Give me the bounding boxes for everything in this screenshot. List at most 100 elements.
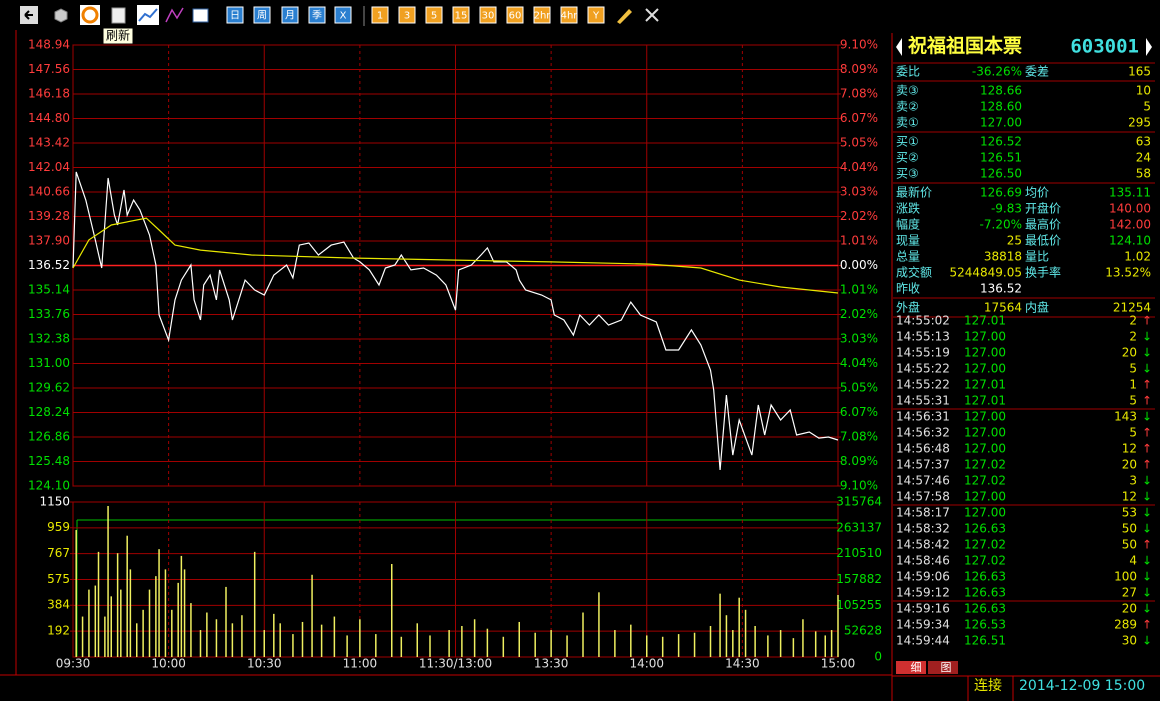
toolbar-button[interactable] xyxy=(398,6,416,24)
trade-price: 127.00 xyxy=(964,442,1006,456)
toolbar-label: 月 xyxy=(285,10,295,22)
y2-tick-label: 1.01% xyxy=(840,282,878,296)
toolbar-label: 2hr xyxy=(534,11,552,22)
trade-direction: ↓ xyxy=(1142,490,1152,504)
tools-icon[interactable] xyxy=(645,8,659,22)
quote-value: 126.50 xyxy=(980,167,1022,181)
trade-volume: 30 xyxy=(1122,634,1137,648)
trade-volume: 27 xyxy=(1122,586,1137,600)
y-tick-label: 767 xyxy=(47,546,70,560)
table-icon[interactable] xyxy=(192,8,209,23)
toolbar-label: 3 xyxy=(404,11,410,22)
quote-label: 开盘价 xyxy=(1025,201,1061,216)
toolbar-button[interactable] xyxy=(334,6,352,24)
tab[interactable] xyxy=(896,661,926,674)
trade-direction: ↓ xyxy=(1142,602,1152,616)
trade-volume: 20 xyxy=(1122,346,1137,360)
quote-value: 135.11 xyxy=(1109,186,1151,200)
pencil-icon[interactable] xyxy=(617,9,632,24)
quote-volume: 24 xyxy=(1136,151,1151,165)
toolbar-button[interactable] xyxy=(533,6,551,24)
next-arrow[interactable] xyxy=(1146,38,1152,56)
quote-value: 13.52% xyxy=(1105,266,1151,280)
y2-tick-label: 8.09% xyxy=(840,454,878,468)
y2-tick-label: 0.00% xyxy=(840,258,878,272)
tooltip: 刷新 xyxy=(106,28,130,43)
y-tick-label: 147.56 xyxy=(28,62,70,76)
toolbar-button[interactable] xyxy=(371,6,389,24)
trade-volume: 5 xyxy=(1129,362,1137,376)
quote-label: 最新价 xyxy=(896,185,932,200)
prev-arrow[interactable] xyxy=(896,38,902,56)
y-tick-label: 140.66 xyxy=(28,185,70,199)
quote-value: 17564 xyxy=(984,301,1022,315)
y-tick-label: 384 xyxy=(47,598,70,612)
y-tick-label: 144.80 xyxy=(28,111,70,125)
y2-tick-label: 6.07% xyxy=(840,111,878,125)
trade-direction: ↑ xyxy=(1142,314,1152,328)
y-tick-label: 137.90 xyxy=(28,234,70,248)
trade-direction: ↑ xyxy=(1142,426,1152,440)
y2-tick-label: 9.10% xyxy=(840,38,878,52)
toolbar-label: 季 xyxy=(312,10,322,22)
quote-label: 涨跌 xyxy=(896,201,920,216)
y2-tick-label: 3.03% xyxy=(840,331,878,345)
toolbar-button[interactable] xyxy=(506,6,524,24)
chart2-icon[interactable] xyxy=(165,7,184,23)
trade-direction: ↓ xyxy=(1142,506,1152,520)
toolbar-button[interactable] xyxy=(452,6,470,24)
x-tick-label: 15:00 xyxy=(821,657,856,671)
datetime: 2014-12-09 15:00 xyxy=(1019,678,1145,694)
x-tick-label: 11:00 xyxy=(343,657,378,671)
trade-volume: 143 xyxy=(1114,410,1137,424)
toolbar-button[interactable] xyxy=(226,6,244,24)
y-tick-label: 136.52 xyxy=(28,258,70,272)
cube-icon[interactable] xyxy=(54,8,68,23)
quote-value: 128.60 xyxy=(980,100,1022,114)
clipboard-icon[interactable] xyxy=(111,7,126,24)
quote-label: 买① xyxy=(896,135,919,149)
trade-price: 127.00 xyxy=(964,410,1006,424)
tab[interactable] xyxy=(928,661,958,674)
trade-direction: ↑ xyxy=(1142,538,1152,552)
toolbar-label: 15 xyxy=(455,11,468,22)
trade-price: 127.02 xyxy=(964,458,1006,472)
quote-label: 昨收 xyxy=(896,282,920,296)
trade-time: 14:55:22 xyxy=(896,362,950,376)
quote-value: 128.66 xyxy=(980,84,1022,98)
quote-volume: 295 xyxy=(1128,116,1151,130)
toolbar-button[interactable] xyxy=(560,6,578,24)
quote-value: -9.83 xyxy=(991,202,1022,216)
x-tick-label: 11:30/13:00 xyxy=(419,657,492,671)
trade-direction: ↑ xyxy=(1142,394,1152,408)
trade-price: 126.63 xyxy=(964,570,1006,584)
toolbar-button[interactable] xyxy=(253,6,271,24)
y-tick-label: 1150 xyxy=(39,495,70,509)
trade-time: 14:55:19 xyxy=(896,346,950,360)
refresh-icon xyxy=(81,6,99,24)
trade-direction: ↑ xyxy=(1142,618,1152,632)
trade-price: 127.00 xyxy=(964,506,1006,520)
stock-name: 祝福祖国本票 xyxy=(908,34,1022,57)
trade-time: 14:56:48 xyxy=(896,442,950,456)
toolbar-button[interactable] xyxy=(308,6,326,24)
y2-tick-label: 7.08% xyxy=(840,86,878,100)
trade-direction: ↑ xyxy=(1142,458,1152,472)
connection-status: 连接 xyxy=(974,677,1002,694)
toolbar-label: 日 xyxy=(230,11,240,22)
tooltip-box xyxy=(102,27,134,45)
toolbar-button[interactable] xyxy=(425,6,443,24)
toolbar-button[interactable] xyxy=(281,6,299,24)
quote-label: 量比 xyxy=(1025,250,1049,264)
y2-tick-label: 263137 xyxy=(836,520,882,534)
trade-time: 14:55:02 xyxy=(896,314,950,328)
quote-label: 成交额 xyxy=(896,265,932,280)
toolbar-button[interactable] xyxy=(479,6,497,24)
toolbar-label: 1 xyxy=(377,11,383,22)
trade-time: 14:59:12 xyxy=(896,586,950,600)
toolbar-button[interactable] xyxy=(587,6,605,24)
quote-value: 142.00 xyxy=(1109,218,1151,232)
y2-tick-label: 4.04% xyxy=(840,356,878,370)
y-tick-label: 131.00 xyxy=(28,356,70,370)
x-tick-label: 10:00 xyxy=(151,657,186,671)
